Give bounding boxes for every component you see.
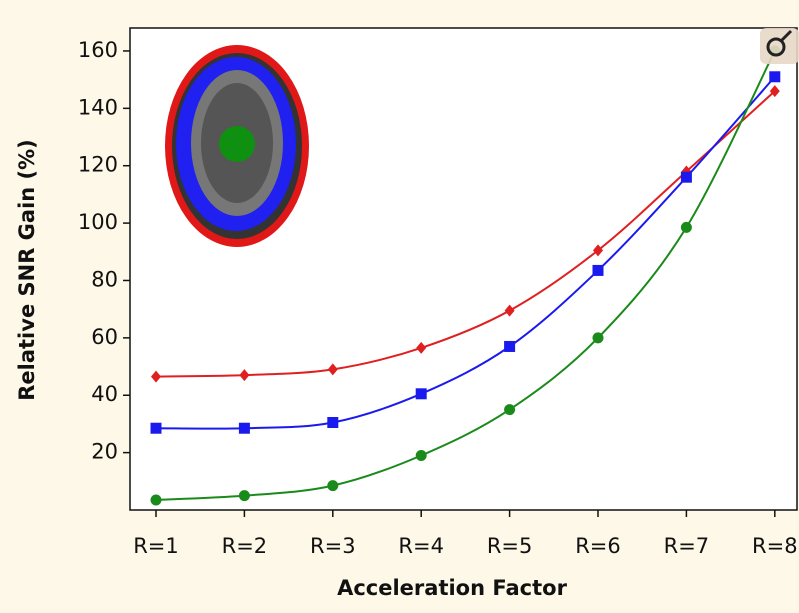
marker bbox=[681, 222, 692, 233]
marker bbox=[504, 404, 515, 415]
marker bbox=[327, 417, 338, 428]
x-tick-label: R=1 bbox=[133, 534, 179, 558]
inset-image bbox=[165, 45, 309, 247]
x-tick-label: R=4 bbox=[398, 534, 444, 558]
marker bbox=[239, 423, 250, 434]
marker bbox=[239, 490, 250, 501]
x-tick-label: R=8 bbox=[752, 534, 798, 558]
marker bbox=[593, 265, 604, 276]
x-tick-label: R=5 bbox=[487, 534, 533, 558]
marker bbox=[327, 480, 338, 491]
marker bbox=[769, 71, 780, 82]
marker bbox=[151, 423, 162, 434]
marker bbox=[504, 341, 515, 352]
y-tick-label: 160 bbox=[78, 38, 118, 62]
marker bbox=[681, 172, 692, 183]
marker bbox=[593, 332, 604, 343]
x-axis-title: Acceleration Factor bbox=[337, 576, 567, 600]
x-tick-label: R=6 bbox=[575, 534, 621, 558]
y-tick-label: 80 bbox=[91, 267, 118, 291]
y-tick-label: 40 bbox=[91, 382, 118, 406]
y-tick-label: 20 bbox=[91, 440, 118, 464]
y-tick-label: 120 bbox=[78, 153, 118, 177]
y-tick-label: 60 bbox=[91, 325, 118, 349]
y-tick-label: 140 bbox=[78, 95, 118, 119]
marker bbox=[416, 388, 427, 399]
page: Relative SNR Gain (%) Acceleration Facto… bbox=[0, 0, 799, 613]
x-tick-label: R=2 bbox=[222, 534, 268, 558]
x-tick-label: R=7 bbox=[664, 534, 710, 558]
chart: Relative SNR Gain (%) Acceleration Facto… bbox=[0, 0, 799, 613]
corner-icon bbox=[760, 28, 799, 64]
marker bbox=[151, 494, 162, 505]
marker bbox=[416, 450, 427, 461]
x-tick-label: R=3 bbox=[310, 534, 356, 558]
y-tick-label: 100 bbox=[78, 210, 118, 234]
y-axis-title: Relative SNR Gain (%) bbox=[15, 139, 39, 401]
